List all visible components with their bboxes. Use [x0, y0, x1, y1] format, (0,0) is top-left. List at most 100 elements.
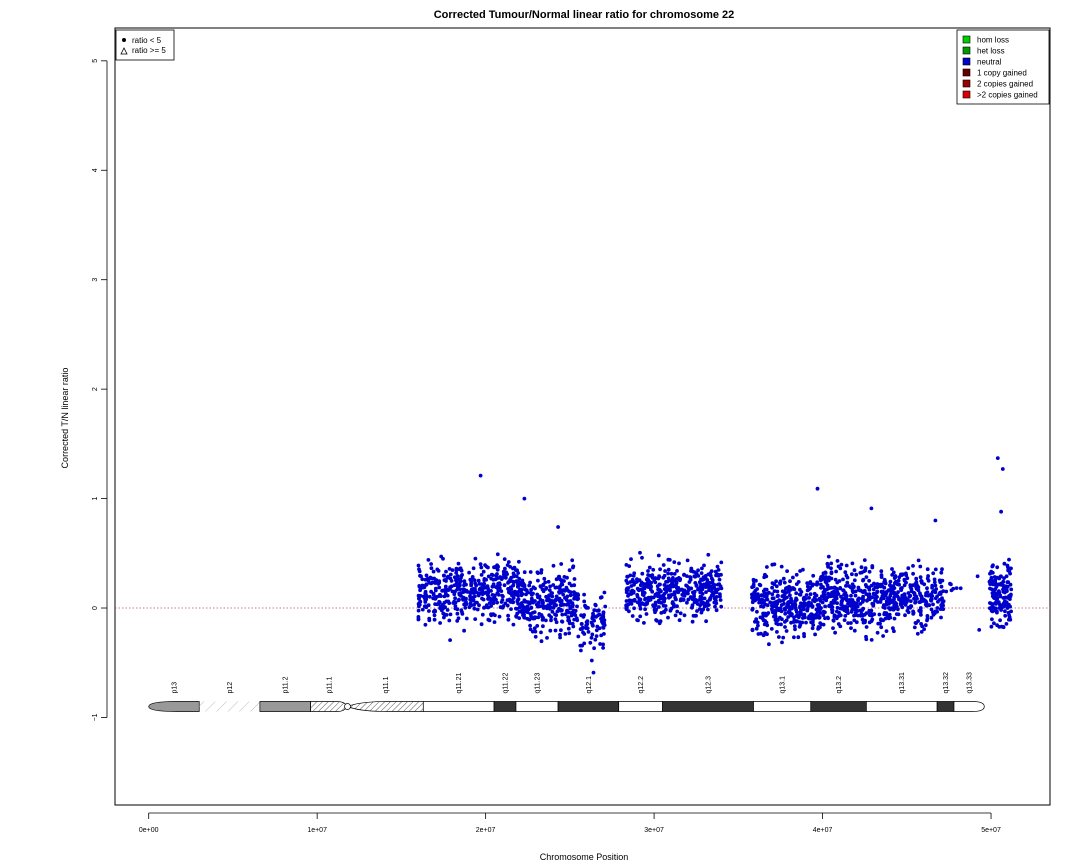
data-point — [848, 603, 853, 608]
data-point — [557, 599, 562, 603]
data-point — [867, 578, 871, 583]
data-point — [424, 573, 429, 578]
data-point — [416, 617, 421, 621]
data-point — [624, 578, 629, 583]
data-point — [671, 578, 676, 583]
data-point — [821, 585, 825, 589]
data-point — [815, 486, 820, 491]
data-point — [788, 605, 793, 610]
data-point — [1007, 557, 1011, 562]
data-point — [938, 578, 943, 583]
data-point — [523, 599, 527, 604]
data-point — [601, 646, 605, 650]
data-point — [719, 604, 724, 609]
band-label: p11.1 — [326, 676, 333, 693]
data-point — [560, 619, 565, 624]
data-point — [756, 623, 760, 628]
data-point — [800, 602, 805, 606]
data-point — [515, 568, 519, 573]
data-point — [497, 614, 502, 619]
data-point — [892, 629, 896, 634]
data-point — [647, 565, 652, 570]
data-point — [463, 605, 468, 610]
data-point — [764, 594, 769, 599]
data-point — [677, 561, 681, 566]
data-point — [750, 600, 755, 605]
data-point — [826, 586, 830, 591]
state-color-swatch — [962, 79, 971, 88]
data-point — [480, 596, 484, 601]
data-point — [802, 612, 807, 617]
data-point — [572, 617, 577, 622]
data-point — [811, 617, 815, 622]
data-point — [911, 609, 915, 614]
data-point — [666, 571, 670, 576]
data-point — [674, 580, 679, 584]
data-point — [453, 606, 458, 611]
data-point — [511, 600, 515, 604]
data-point — [479, 573, 484, 577]
data-point — [708, 573, 713, 578]
data-point — [802, 634, 806, 639]
data-point — [457, 597, 461, 602]
state-color-swatch — [962, 57, 971, 66]
data-point — [654, 607, 659, 612]
data-point — [797, 624, 802, 629]
data-point — [455, 611, 460, 616]
data-point — [529, 605, 534, 610]
data-point — [858, 608, 863, 613]
data-point — [708, 587, 712, 592]
data-point — [929, 592, 933, 597]
data-point — [590, 622, 595, 627]
data-point — [567, 631, 572, 636]
data-point — [866, 585, 871, 590]
data-point — [553, 617, 558, 622]
data-point — [829, 586, 834, 590]
data-point — [839, 599, 844, 604]
data-point — [624, 604, 629, 609]
data-point — [784, 629, 789, 633]
data-point — [880, 590, 885, 595]
data-point — [816, 613, 821, 618]
data-point — [528, 570, 533, 574]
data-point — [874, 595, 878, 600]
data-point — [829, 576, 834, 581]
data-point — [580, 643, 584, 648]
data-point — [851, 590, 855, 595]
data-point — [546, 579, 551, 584]
x-tick-label: 1e+07 — [307, 827, 327, 834]
data-point — [499, 577, 504, 581]
data-point — [993, 608, 998, 613]
data-point — [774, 579, 778, 584]
data-point — [1005, 584, 1010, 589]
data-point — [679, 597, 683, 602]
data-point — [760, 616, 765, 621]
data-point — [847, 598, 852, 602]
data-point — [933, 583, 938, 588]
data-point — [823, 616, 827, 621]
data-point — [624, 563, 629, 567]
data-point — [1000, 467, 1005, 471]
data-point — [464, 616, 469, 621]
data-point — [423, 598, 428, 603]
data-point — [564, 602, 569, 607]
data-point — [904, 600, 908, 605]
data-point — [756, 632, 761, 636]
data-point — [865, 598, 869, 603]
data-point — [1004, 574, 1009, 579]
data-point — [449, 579, 454, 583]
data-point — [719, 586, 724, 591]
data-point — [995, 456, 1000, 460]
data-point — [557, 591, 562, 595]
data-point — [918, 606, 923, 610]
data-point — [650, 589, 655, 594]
data-point — [652, 603, 657, 608]
data-point — [554, 594, 559, 599]
data-point — [657, 594, 662, 598]
data-point — [593, 602, 598, 607]
data-point — [791, 575, 795, 580]
data-point — [717, 582, 722, 587]
data-point — [445, 587, 449, 592]
data-point — [814, 593, 818, 598]
band-p11-2 — [259, 701, 311, 712]
